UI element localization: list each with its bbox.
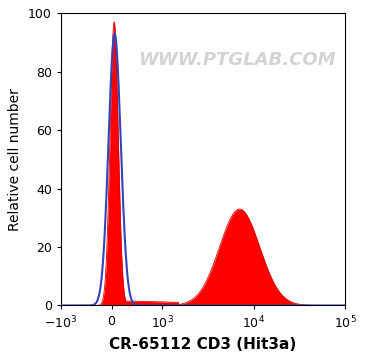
X-axis label: CR-65112 CD3 (Hit3a): CR-65112 CD3 (Hit3a) <box>110 337 297 352</box>
Text: WWW.PTGLAB.COM: WWW.PTGLAB.COM <box>138 51 336 69</box>
Y-axis label: Relative cell number: Relative cell number <box>8 88 22 231</box>
